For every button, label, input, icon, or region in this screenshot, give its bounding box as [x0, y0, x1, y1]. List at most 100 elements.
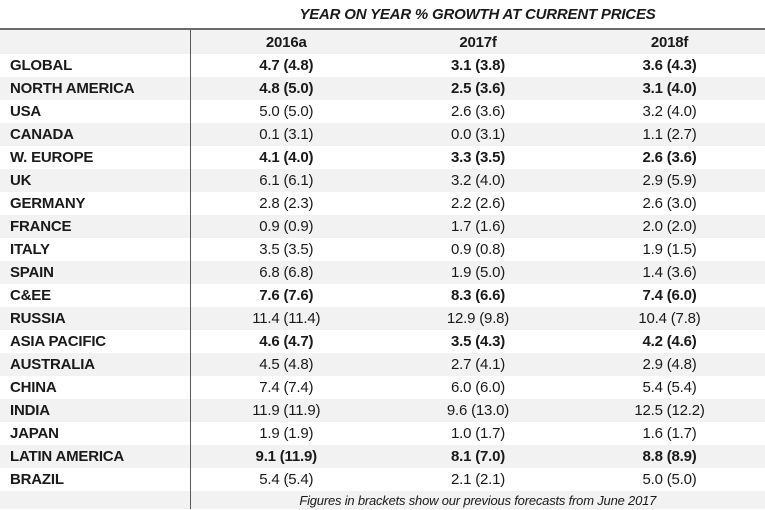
header-row: 2016a 2017f 2018f: [0, 29, 765, 54]
row-label: CANADA: [0, 123, 191, 146]
row-label: AUSTRALIA: [0, 353, 191, 376]
row-label: NORTH AMERICA: [0, 77, 191, 100]
cell-value: 3.1 (4.0): [574, 77, 765, 100]
row-label: ASIA PACIFIC: [0, 330, 191, 353]
table-row-india: INDIA 11.9 (11.9) 9.6 (13.0) 12.5 (12.2): [0, 399, 765, 422]
cell-value: 1.9 (5.0): [382, 261, 574, 284]
cell-value: 3.6 (4.3): [642, 57, 697, 74]
row-label: LATIN AMERICA: [0, 445, 191, 468]
cell-value: 2.6 (3.6): [450, 103, 506, 120]
cell-value: 2.6 (3.0): [642, 195, 697, 212]
cell-value: 9.1 (11.9): [190, 445, 382, 468]
cell-value: 1.6 (1.7): [642, 425, 697, 442]
cell-value: 0.9 (0.9): [190, 215, 382, 238]
cell-value: 6.1 (6.1): [190, 169, 382, 192]
cell-value: 6.8 (6.8): [190, 261, 382, 284]
table-row-germany: GERMANY 2.8 (2.3) 2.2 (2.6) 2.6 (3.0): [0, 192, 765, 215]
column-header-2018f: 2018f: [574, 29, 765, 54]
cell-value: 5.4 (5.4): [259, 471, 314, 488]
column-header-2017f: 2017f: [382, 29, 574, 54]
corner-cell: [0, 29, 191, 54]
cell-value: 7.4 (6.0): [642, 287, 697, 304]
cell-value: 8.8 (8.9): [574, 445, 765, 468]
table-row-uk: UK 6.1 (6.1) 3.2 (4.0) 2.9 (5.9): [0, 169, 765, 192]
cell-value: 3.3 (3.5): [450, 149, 506, 166]
cell-value: 3.5 (4.3): [450, 333, 506, 350]
table-row-canada: CANADA 0.1 (3.1) 0.0 (3.1) 1.1 (2.7): [0, 123, 765, 146]
row-label: W. EUROPE: [0, 146, 191, 169]
cell-value: 8.1 (7.0): [382, 445, 574, 468]
cell-value: 9.6 (13.0): [382, 399, 574, 422]
footnote-row: Figures in brackets show our previous fo…: [0, 491, 765, 509]
cell-value: 0.0 (3.1): [382, 123, 574, 146]
cell-value: 2.9 (4.8): [574, 353, 765, 376]
row-label: USA: [0, 100, 191, 123]
cell-value: 3.2 (4.0): [382, 169, 574, 192]
cell-value: 5.4 (5.4): [642, 379, 697, 396]
cell-value: 2.7 (4.1): [382, 353, 574, 376]
row-label: FRANCE: [0, 215, 191, 238]
table-row-spain: SPAIN 6.8 (6.8) 1.9 (5.0) 1.4 (3.6): [0, 261, 765, 284]
table-row-asia-pacific: ASIA PACIFIC 4.6 (4.7) 3.5 (4.3) 4.2 (4.…: [0, 330, 765, 353]
cell-value: 5.0 (5.0): [259, 103, 314, 120]
cell-value: 5.0 (5.0): [642, 471, 697, 488]
column-header-2016a: 2016a: [190, 29, 382, 54]
cell-value: 1.4 (3.6): [574, 261, 765, 284]
table-row-france: FRANCE 0.9 (0.9) 1.7 (1.6) 2.0 (2.0): [0, 215, 765, 238]
row-label: GLOBAL: [0, 54, 191, 77]
growth-table: 2016a 2017f 2018f GLOBAL 4.7 (4.8) 3.1 (…: [0, 28, 765, 509]
cell-value: 2.2 (2.6): [450, 195, 506, 212]
cell-value: 4.1 (4.0): [259, 149, 314, 166]
table-row-w-europe: W. EUROPE 4.1 (4.0) 3.3 (3.5) 2.6 (3.6): [0, 146, 765, 169]
cell-value: 4.7 (4.8): [259, 57, 314, 74]
cell-value: 1.9 (1.9): [259, 425, 314, 442]
cell-value: 10.4 (7.8): [574, 307, 765, 330]
row-label: INDIA: [0, 399, 191, 422]
cell-value: 2.1 (2.1): [450, 471, 506, 488]
table-row-japan: JAPAN 1.9 (1.9) 1.0 (1.7) 1.6 (1.7): [0, 422, 765, 445]
table-row-latin-america: LATIN AMERICA 9.1 (11.9) 8.1 (7.0) 8.8 (…: [0, 445, 765, 468]
cell-value: 0.1 (3.1): [190, 123, 382, 146]
page-title: YEAR ON YEAR % GROWTH AT CURRENT PRICES: [299, 6, 656, 23]
cell-value: 1.7 (1.6): [382, 215, 574, 238]
cell-value: 7.6 (7.6): [259, 287, 314, 304]
footnote: Figures in brackets show our previous fo…: [190, 491, 765, 509]
cell-value: 3.5 (3.5): [259, 241, 314, 258]
row-label: C&EE: [0, 284, 191, 307]
cell-value: 2.6 (3.6): [642, 149, 697, 166]
cell-value: 2.9 (5.9): [574, 169, 765, 192]
table-row-australia: AUSTRALIA 4.5 (4.8) 2.7 (4.1) 2.9 (4.8): [0, 353, 765, 376]
cell-value: 4.2 (4.6): [642, 333, 697, 350]
footnote-spacer: [0, 491, 191, 509]
table-row-china: CHINA 7.4 (7.4) 6.0 (6.0) 5.4 (5.4): [0, 376, 765, 399]
cell-value: 4.6 (4.7): [259, 333, 314, 350]
row-label: ITALY: [0, 238, 191, 261]
table-row-italy: ITALY 3.5 (3.5) 0.9 (0.8) 1.9 (1.5): [0, 238, 765, 261]
cell-value: 2.0 (2.0): [574, 215, 765, 238]
cell-value: 1.0 (1.7): [450, 425, 506, 442]
cell-value: 7.4 (7.4): [259, 379, 314, 396]
table-row-brazil: BRAZIL 5.4 (5.4) 2.1 (2.1) 5.0 (5.0): [0, 468, 765, 491]
cell-value: 11.4 (11.4): [190, 307, 382, 330]
cell-value: 4.8 (5.0): [190, 77, 382, 100]
cell-value: 3.1 (3.8): [450, 57, 506, 74]
cell-value: 1.1 (2.7): [574, 123, 765, 146]
table-row-global: GLOBAL 4.7 (4.8) 3.1 (3.8) 3.6 (4.3): [0, 54, 765, 77]
cell-value: 2.8 (2.3): [259, 195, 314, 212]
cell-value: 4.5 (4.8): [190, 353, 382, 376]
table-row-north-america: NORTH AMERICA 4.8 (5.0) 2.5 (3.6) 3.1 (4…: [0, 77, 765, 100]
cell-value: 3.2 (4.0): [642, 103, 697, 120]
row-label: GERMANY: [0, 192, 191, 215]
table-row-usa: USA 5.0 (5.0) 2.6 (3.6) 3.2 (4.0): [0, 100, 765, 123]
cell-value: 6.0 (6.0): [450, 379, 506, 396]
cell-value: 12.5 (12.2): [574, 399, 765, 422]
row-label: RUSSIA: [0, 307, 191, 330]
row-label: CHINA: [0, 376, 191, 399]
row-label: JAPAN: [0, 422, 191, 445]
table-row-russia: RUSSIA 11.4 (11.4) 12.9 (9.8) 10.4 (7.8): [0, 307, 765, 330]
cell-value: 0.9 (0.8): [450, 241, 506, 258]
table-row-cee: C&EE 7.6 (7.6) 8.3 (6.6) 7.4 (6.0): [0, 284, 765, 307]
cell-value: 8.3 (6.6): [450, 287, 506, 304]
row-label: UK: [0, 169, 191, 192]
cell-value: 12.9 (9.8): [382, 307, 574, 330]
